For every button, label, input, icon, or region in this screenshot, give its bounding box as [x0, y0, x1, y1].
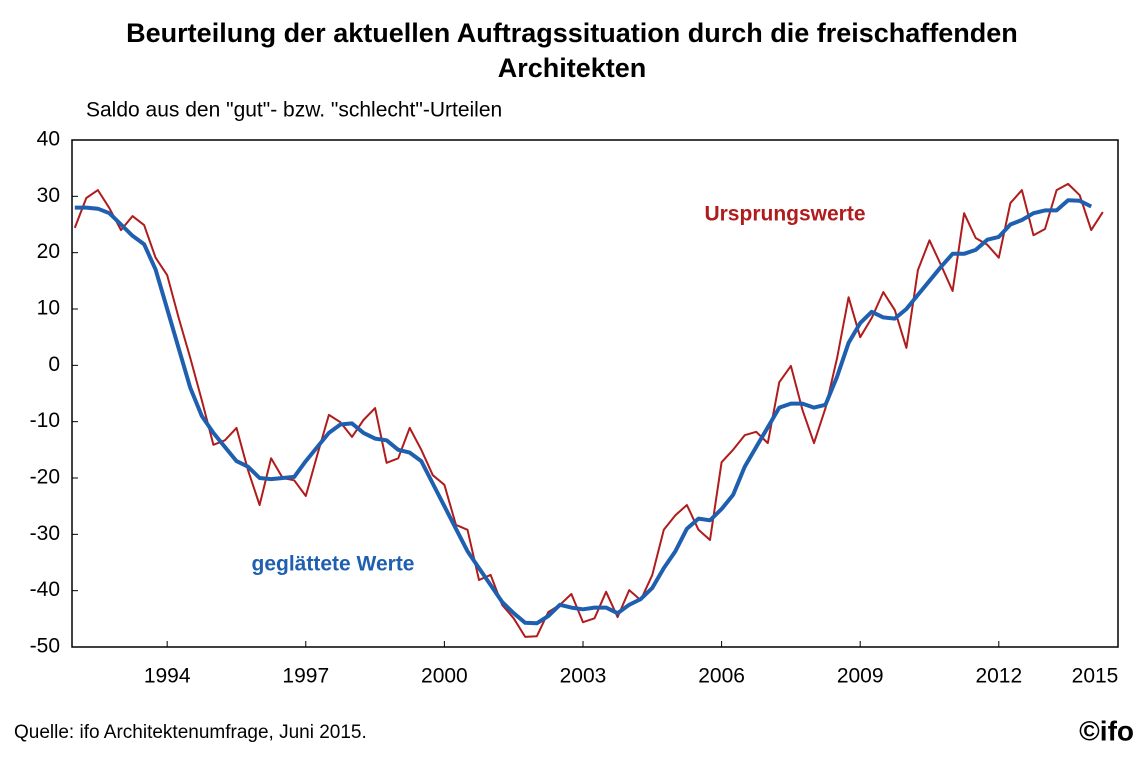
series-label: Ursprungswerte [704, 203, 865, 226]
series-line [73, 182, 1104, 638]
y-tick-label: 30 [37, 184, 60, 207]
source: Quelle: ifo Architektenumfrage, Juni 201… [14, 722, 367, 743]
x-tick-label: 2012 [975, 665, 1022, 688]
y-tick-label: 10 [37, 297, 60, 320]
y-tick-label: -40 [30, 578, 60, 601]
x-tick-label: 2000 [421, 665, 468, 688]
y-tick-label: 0 [48, 353, 60, 376]
x-tick-label: 2015 [1072, 665, 1119, 688]
x-tick-label: 1997 [282, 665, 329, 688]
series-label: geglättete Werte [252, 553, 415, 576]
x-tick-label: 1994 [144, 665, 191, 688]
subtitle: Saldo aus den "gut"- bzw. "schlecht"-Urt… [86, 99, 502, 122]
plot-frame [71, 139, 1119, 648]
chart-title: Beurteilung der aktuellen Auftragssituat… [126, 18, 1018, 48]
y-tick-label: 40 [37, 128, 60, 151]
y-tick-label: -10 [30, 409, 60, 432]
y-tick-label: -50 [30, 635, 60, 658]
y-tick-label: -20 [30, 466, 60, 489]
x-tick-label: 2006 [698, 665, 745, 688]
series-line [74, 198, 1093, 626]
chart-title: Architekten [498, 53, 647, 83]
x-tick-label: 2009 [837, 665, 884, 688]
y-tick-label: -30 [30, 522, 60, 545]
x-tick-label: 2003 [560, 665, 607, 688]
y-tick-label: 20 [37, 240, 60, 263]
logo: ©ifo [1079, 715, 1134, 746]
